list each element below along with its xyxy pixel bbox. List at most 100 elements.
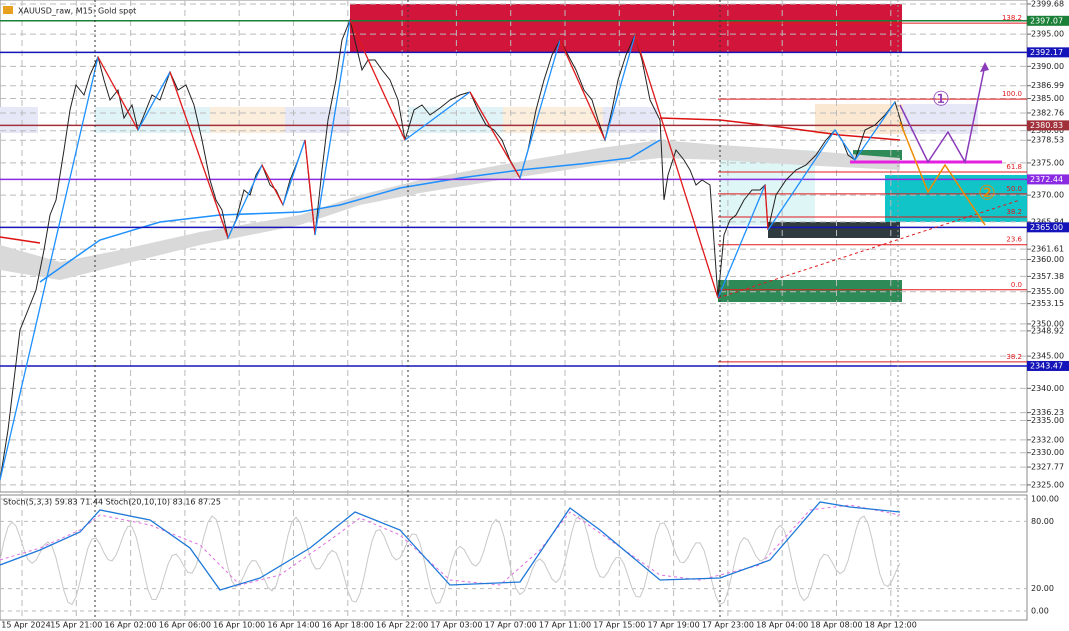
y-tick-label: 2386.99: [1031, 81, 1064, 90]
separators: [94, 0, 899, 620]
x-tick-label: 16 Apr 06:00: [159, 621, 211, 630]
moving-averages: [0, 117, 901, 283]
x-tick-label: 16 Apr 02:00: [105, 621, 157, 630]
ma-red: [0, 236, 41, 244]
zone: [285, 107, 350, 133]
y-tick-label: 2345.00: [1031, 352, 1064, 361]
zigzag-up: [282, 139, 306, 206]
y-tick-label: 2353.15: [1031, 299, 1064, 308]
y-tick-label: 2340.00: [1031, 384, 1064, 393]
fib-label: 50.0: [1006, 185, 1022, 193]
grid: [0, 0, 1027, 620]
zigzag-up: [717, 184, 766, 299]
fib-label: 61.8: [1006, 163, 1022, 171]
x-tick-label: 16 Apr 14:00: [267, 621, 319, 630]
y-tick-label: 2355.00: [1031, 287, 1064, 296]
price-label: 2380.83: [1030, 121, 1063, 130]
x-tick-label: 17 Apr 23:00: [702, 621, 754, 630]
annotation: ②: [978, 181, 996, 205]
chart-title: XAUUSD_raw, M15: Gold spot: [18, 7, 136, 16]
price-label-box: [1027, 360, 1069, 371]
zone: [408, 107, 503, 133]
zigzag-down: [764, 184, 769, 231]
arrowhead: [980, 62, 989, 72]
y-tick-label: 2350.00: [1031, 319, 1064, 328]
zone: [95, 107, 210, 133]
zigzag-down: [349, 19, 406, 141]
trend-line: [717, 199, 1021, 299]
x-tick-label: 17 Apr 07:00: [485, 621, 537, 630]
y-tick-label: 2365.84: [1031, 217, 1064, 226]
zone: [0, 107, 38, 133]
x-tick-label: 18 Apr 12:00: [865, 621, 917, 630]
levels: 138.2 100.0 61.8 50.0 38.2 23.6 0.0 38.2: [0, 14, 1027, 367]
projection-1: [899, 64, 986, 165]
x-tick-label: 15 Apr 2024: [1, 621, 50, 630]
zone: [853, 150, 902, 160]
x-tick-label: 18 Apr 04:00: [756, 621, 808, 630]
fib-label: 138.2: [1002, 14, 1022, 22]
price-label: 2397.07: [1030, 16, 1063, 25]
y-tick-label: 2361.61: [1031, 245, 1064, 254]
y-tick-label: 2395.00: [1031, 30, 1064, 39]
stoch-tick-label: 0.00: [1031, 607, 1049, 616]
zigzag-up: [519, 39, 561, 179]
x-tick-label: 16 Apr 18:00: [322, 621, 374, 630]
fib-label: 0.0: [1011, 281, 1022, 289]
annotation: ①: [932, 87, 950, 111]
zone: [503, 107, 603, 133]
y-tick-label: 2390.00: [1031, 62, 1064, 71]
price-label-box: [1027, 120, 1069, 131]
x-tick-label: 17 Apr 15:00: [593, 621, 645, 630]
fib-label: 38.2: [1006, 353, 1022, 361]
zigzag-up: [0, 56, 99, 481]
zone: [768, 222, 900, 238]
stoch-tick-label: 20.00: [1031, 584, 1054, 593]
zigzag-up: [137, 71, 171, 131]
y-tick-label: 2348.92: [1031, 326, 1064, 335]
zigzag-down: [469, 91, 521, 179]
price-label: 2372.44: [1030, 175, 1063, 184]
demand-zone: [718, 280, 902, 302]
zigzag-up: [227, 164, 263, 239]
y-tick-label: 2332.00: [1031, 435, 1064, 444]
price-label-box: [1027, 174, 1069, 185]
y-tick-label: 2360.00: [1031, 255, 1064, 264]
price-label: 2343.47: [1030, 361, 1063, 370]
y-tick-label: 2335.00: [1031, 416, 1064, 425]
y-tick-label: 2385.00: [1031, 94, 1064, 103]
stoch-slow: [0, 501, 901, 591]
x-tick-label: 18 Apr 08:00: [810, 621, 862, 630]
y-tick-label: 2375.00: [1031, 158, 1064, 167]
stochastic: [0, 498, 1027, 612]
y-tick-label: 2370.00: [1031, 191, 1064, 200]
ma-red: [659, 117, 901, 141]
price: ① ②: [0, 18, 1021, 481]
y-tick-label: 2330.00: [1031, 448, 1064, 457]
stoch-tick-label: 80.00: [1031, 517, 1054, 526]
x-tick-label: 17 Apr 11:00: [539, 621, 591, 630]
y-tick-label: 2399.68: [1031, 0, 1064, 8]
y-tick-label: 2327.77: [1031, 463, 1064, 472]
supply-zone: [350, 4, 902, 52]
price-label-box: [1027, 222, 1069, 233]
zigzag-down: [169, 71, 229, 239]
y-tick-label: 2325.00: [1031, 480, 1064, 489]
price-label-box: [1027, 15, 1069, 26]
y-tick-label: 2380.00: [1031, 126, 1064, 135]
x-tick-label: 16 Apr 22:00: [376, 621, 428, 630]
zigzag-up: [404, 91, 471, 141]
price-label-box: [1027, 47, 1069, 58]
x-tick-label: 16 Apr 10:00: [213, 621, 265, 630]
fib-label: 38.2: [1006, 208, 1022, 216]
zone: [903, 104, 978, 134]
stoch-fast: [0, 514, 901, 606]
y-tick-label: 2357.38: [1031, 272, 1064, 281]
ma-band: [0, 140, 900, 280]
zigzag-down: [559, 39, 606, 141]
zigzag-down: [304, 139, 316, 236]
stoch-pane: [0, 494, 1028, 621]
fib-label: 100.0: [1002, 90, 1022, 98]
stoch-title: Stoch(5,3,3) 59.83 71.44 Stoch(20,10,10)…: [3, 498, 221, 507]
